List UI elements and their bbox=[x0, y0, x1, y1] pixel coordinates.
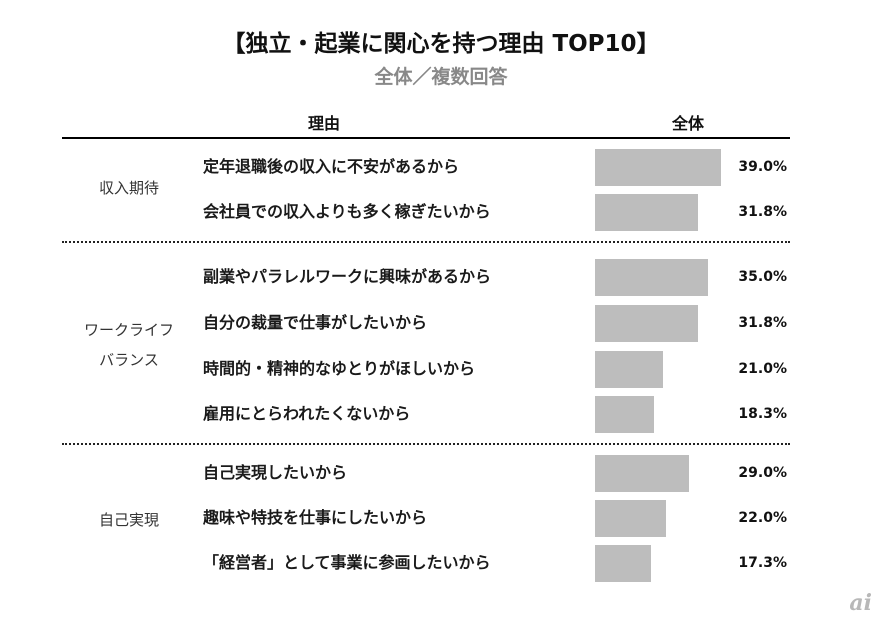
value-label: 35.0% bbox=[738, 269, 787, 285]
group-label-income: 収入期待 bbox=[98, 179, 159, 197]
bar bbox=[595, 455, 689, 492]
group-label-work-life-balance: ワークライフ バランス bbox=[83, 321, 174, 369]
reason-label: 趣味や特技を仕事にしたいから bbox=[203, 508, 428, 527]
chart-title: 【独立・起業に関心を持つ理由 TOP10】 bbox=[222, 31, 660, 57]
bar bbox=[595, 351, 663, 388]
reason-label: 雇用にとらわれたくないから bbox=[203, 404, 411, 423]
value-label: 17.3% bbox=[738, 555, 787, 571]
bar bbox=[595, 149, 721, 186]
value-label: 31.8% bbox=[738, 204, 787, 220]
value-label: 29.0% bbox=[738, 465, 787, 481]
bar bbox=[595, 259, 708, 296]
group-label-self-realization: 自己実現 bbox=[98, 511, 159, 529]
group-separator bbox=[62, 443, 790, 445]
bar bbox=[595, 396, 654, 433]
bar bbox=[595, 500, 666, 537]
reason-label: 会社員での収入よりも多く稼ぎたいから bbox=[203, 202, 491, 221]
bar bbox=[595, 305, 698, 342]
column-header-total: 全体 bbox=[672, 114, 705, 133]
group-separator bbox=[62, 241, 790, 243]
site-logo: ai bbox=[849, 590, 872, 616]
bar bbox=[595, 545, 651, 582]
reason-label: 自己実現したいから bbox=[203, 463, 348, 482]
chart-subtitle: 全体／複数回答 bbox=[374, 66, 508, 88]
value-label: 31.8% bbox=[738, 315, 787, 331]
reason-label: 時間的・精神的なゆとりがほしいから bbox=[203, 359, 476, 378]
value-label: 18.3% bbox=[738, 406, 787, 422]
value-label: 22.0% bbox=[738, 510, 787, 526]
reason-label: 自分の裁量で仕事がしたいから bbox=[203, 313, 428, 332]
reason-label: 「経営者」として事業に参画したいから bbox=[203, 553, 491, 572]
value-label: 39.0% bbox=[738, 159, 787, 175]
reason-label: 副業やパラレルワークに興味があるから bbox=[203, 267, 492, 286]
header-rule bbox=[62, 137, 790, 139]
column-header-reason: 理由 bbox=[308, 114, 341, 133]
value-label: 21.0% bbox=[738, 361, 787, 377]
bar bbox=[595, 194, 698, 231]
reason-label: 定年退職後の収入に不安があるから bbox=[203, 157, 460, 176]
